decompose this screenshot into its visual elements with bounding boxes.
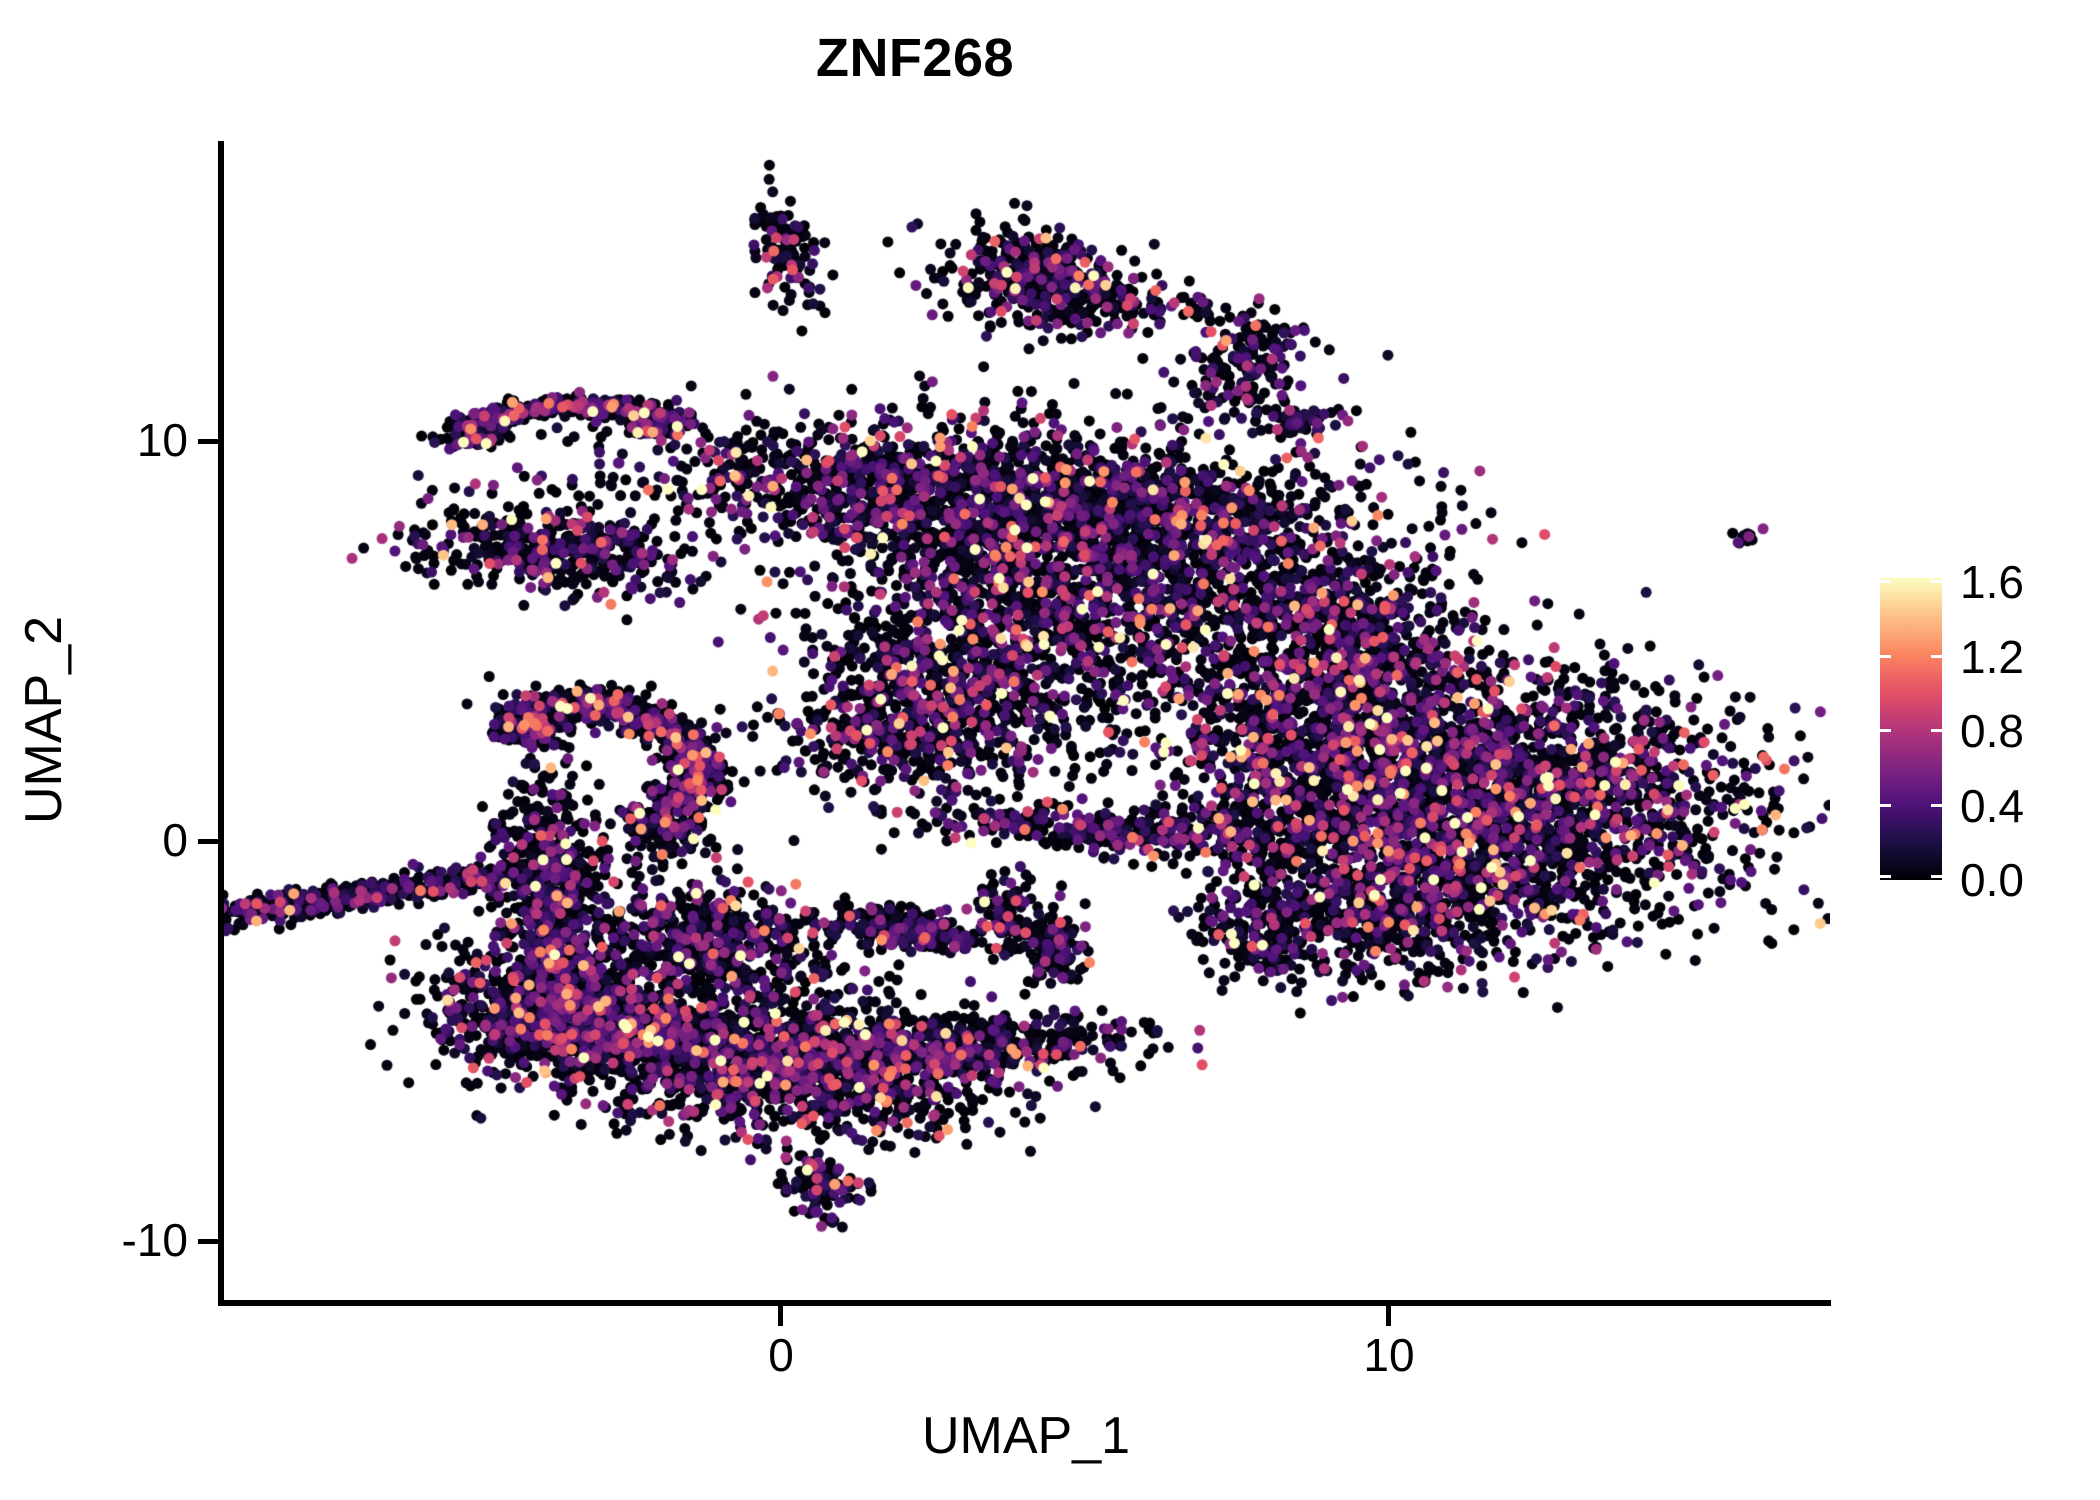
colorbar-gradient xyxy=(1880,578,1942,880)
x-axis-line xyxy=(219,1300,1831,1306)
colorbar-label-0-0: 0.0 xyxy=(1960,854,2024,906)
y-axis-line xyxy=(218,141,224,1306)
x-axis-tick-0 xyxy=(778,1306,783,1326)
colorbar-legend: 1.6 1.2 0.8 0.4 0.0 xyxy=(1880,559,2080,903)
colorbar-tick-1-6 xyxy=(1880,580,1942,583)
x-axis-tick-10 xyxy=(1386,1306,1391,1326)
umap-scatter-canvas xyxy=(222,141,1830,1303)
x-axis-title: UMAP_1 xyxy=(921,1407,1131,1465)
colorbar-label-1-2: 1.2 xyxy=(1960,631,2024,683)
x-axis-ticklabel-0: 0 xyxy=(768,1329,794,1381)
y-axis-ticklabel-0: 0 xyxy=(162,814,188,866)
y-axis-title: UMAP_2 xyxy=(15,615,73,825)
colorbar-tick-0-8 xyxy=(1880,729,1942,732)
colorbar-tick-0-4 xyxy=(1880,804,1942,807)
colorbar-tick-0-0 xyxy=(1880,875,1942,878)
page-title: ZNF268 xyxy=(815,28,1015,88)
y-axis-tick-10 xyxy=(198,439,218,444)
y-axis-ticklabel-neg10: -10 xyxy=(121,1214,188,1266)
colorbar-tick-1-2 xyxy=(1880,655,1942,658)
y-axis-ticklabel-10: 10 xyxy=(136,414,188,466)
colorbar-label-0-4: 0.4 xyxy=(1960,780,2024,832)
colorbar-label-1-6: 1.6 xyxy=(1960,556,2024,608)
x-axis-ticklabel-10: 10 xyxy=(1363,1329,1415,1381)
scatter-plot-panel xyxy=(222,141,1830,1303)
y-axis-tick-neg10 xyxy=(198,1239,218,1244)
y-axis-tick-0 xyxy=(198,839,218,844)
colorbar-label-0-8: 0.8 xyxy=(1960,705,2024,757)
